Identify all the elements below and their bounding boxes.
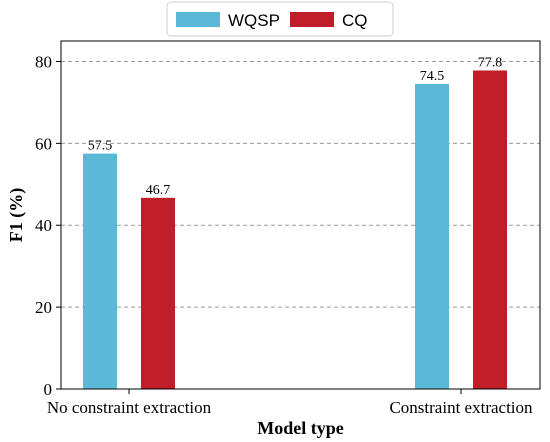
y-tick-label: 80 <box>35 52 52 71</box>
y-tick-label: 40 <box>35 216 52 235</box>
grid-lines <box>61 60 540 308</box>
bars <box>83 70 507 390</box>
y-axis-ticks: 0 20 40 60 80 <box>35 52 61 399</box>
bar-cq <box>473 70 507 389</box>
plot-frame <box>60 40 541 390</box>
legend-swatch-cq <box>290 12 334 27</box>
legend: WQSP CQ <box>166 1 394 37</box>
bar-wqsp <box>415 83 449 390</box>
y-tick-label: 20 <box>35 298 52 317</box>
bar-cq <box>141 197 175 389</box>
legend-label-wqsp: WQSP <box>228 11 280 30</box>
data-label: 74.5 <box>420 69 445 84</box>
y-tick-label: 60 <box>35 134 52 153</box>
data-label: 77.8 <box>478 55 503 70</box>
x-axis-label: Model type <box>257 418 343 438</box>
data-labels: 57.5 46.7 74.5 77.8 <box>88 55 503 197</box>
y-tick-label: 0 <box>44 380 53 399</box>
x-tick-label: Constraint extraction <box>389 398 533 417</box>
legend-swatch-wqsp <box>176 12 220 27</box>
x-axis-ticks: No constraint extraction Constraint extra… <box>47 389 533 417</box>
data-label: 57.5 <box>88 139 113 154</box>
y-axis-label: F1 (%) <box>6 188 27 242</box>
data-label: 46.7 <box>146 183 171 198</box>
legend-label-cq: CQ <box>342 11 368 30</box>
x-tick-label: No constraint extraction <box>47 398 212 417</box>
bar-wqsp <box>83 153 117 389</box>
legend-frame <box>166 1 394 37</box>
